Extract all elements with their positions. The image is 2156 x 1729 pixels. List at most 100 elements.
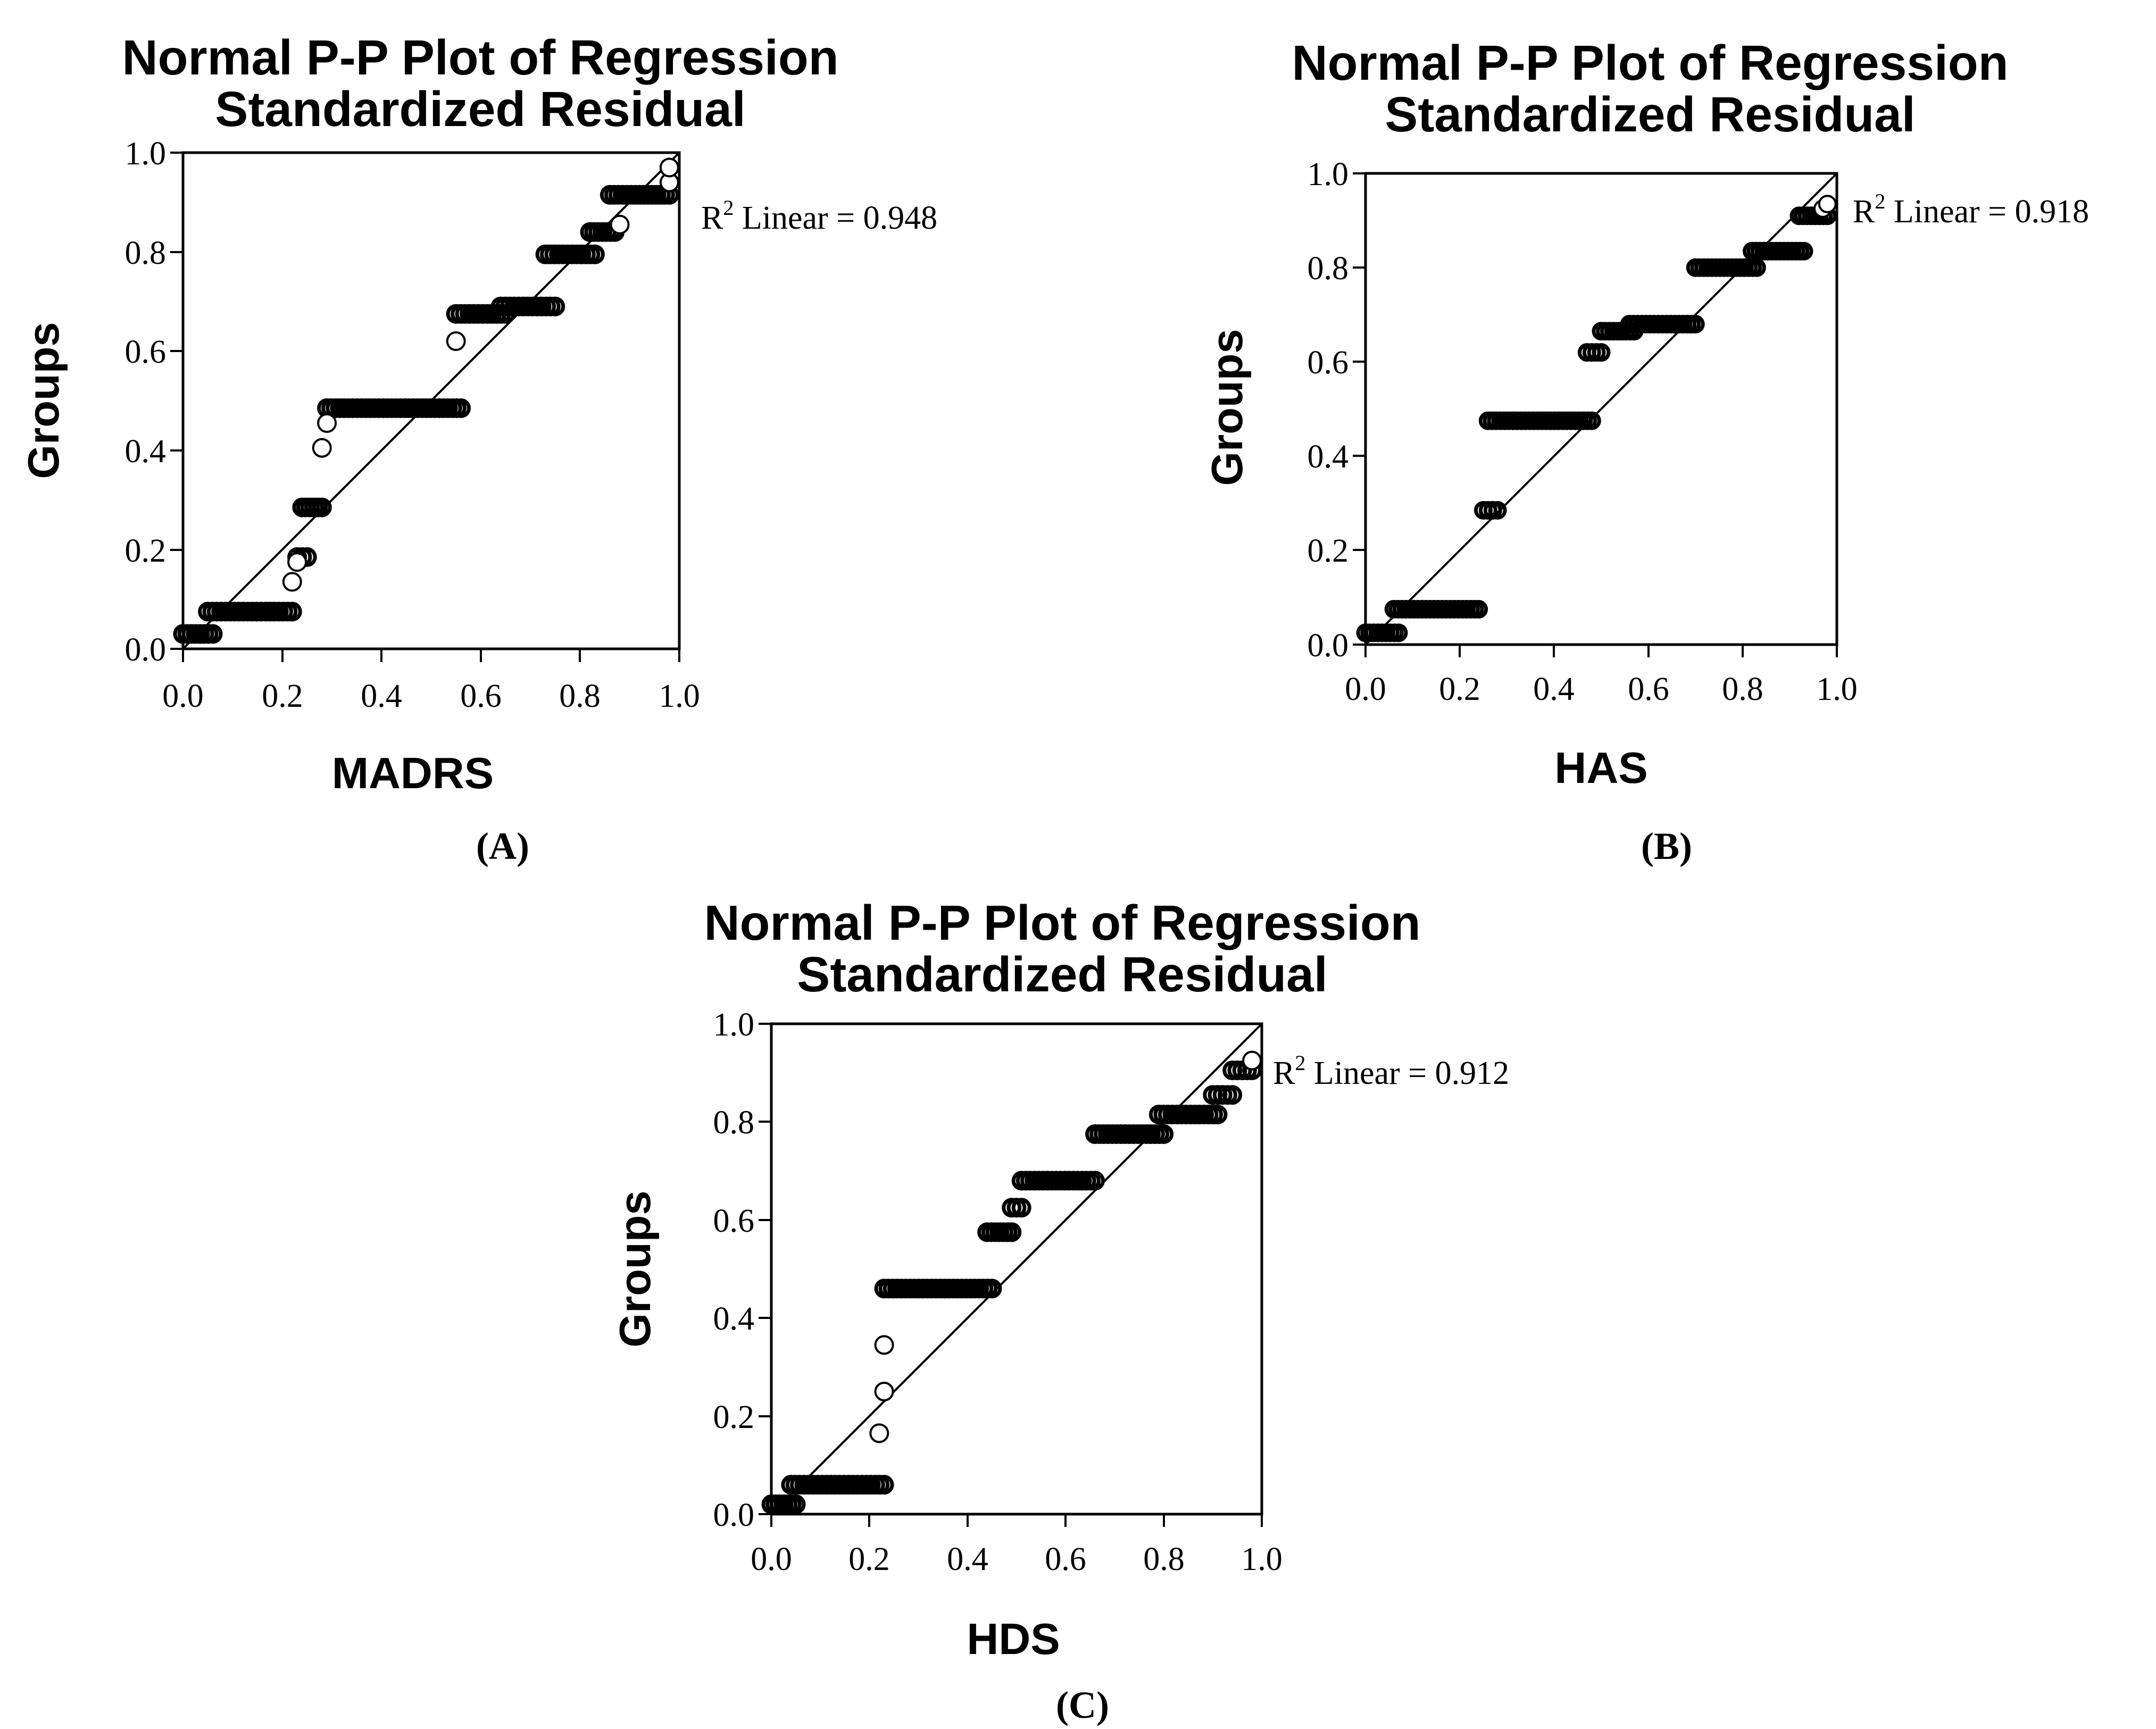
panel-c-xtick-label: 1.0: [1241, 1541, 1283, 1577]
panel-c-xtick-label: 0.4: [947, 1541, 988, 1577]
panel-b-ytick-label: 0.8: [1308, 250, 1349, 287]
panel-a-xtick-label: 0.6: [460, 678, 502, 714]
panel-c-ytick-label: 0.2: [713, 1399, 755, 1435]
panel-b-data-point: [1488, 500, 1507, 520]
panel-c-point-run: [781, 1475, 894, 1495]
panel-a-data-point: [282, 602, 302, 622]
panel-b-xtick-label: 0.8: [1722, 671, 1763, 707]
panel-b-ytick-label: 0.4: [1308, 439, 1349, 475]
panel-b-xtick-label: 0.6: [1628, 671, 1669, 707]
panel-b-point-run: [1577, 343, 1611, 362]
panel-a-data-point: [545, 296, 565, 316]
panel-c-point-run: [1085, 1124, 1174, 1144]
panel-c-ytick-label: 0.0: [713, 1497, 755, 1533]
panel-b-point-run: [1686, 258, 1766, 277]
panel-c-r2-superscript: 2: [1295, 1051, 1305, 1075]
panel-b-data-point: [1582, 411, 1601, 430]
panel-c-reference-line: [770, 1023, 1263, 1515]
panel-c-xtick-label: 0.6: [1045, 1541, 1086, 1577]
panel-b-point-run: [1384, 600, 1488, 619]
panel-c: Normal P-P Plot of Regression Standardiz…: [610, 895, 1509, 1726]
panel-a-r2-superscript: 2: [723, 196, 734, 220]
panel-c-point-run: [874, 1279, 1002, 1299]
panel-a-open-point: [312, 438, 332, 458]
panel-b-x-axis-title: HAS: [1554, 743, 1647, 792]
panel-a-open-point: [659, 157, 679, 178]
panel-c-point-run: [1011, 1171, 1105, 1191]
panel-a-r2-letter: R: [701, 200, 723, 236]
panel-b-title-line-2: Standardized Residual: [1385, 87, 1915, 142]
panel-b-ytick-label: 0.6: [1308, 345, 1349, 381]
panel-a-open-point: [610, 214, 630, 235]
panel-c-ytick-label: 0.6: [713, 1203, 755, 1239]
panel-b-ytick-label: 1.0: [1308, 156, 1349, 193]
panel-c-label: (C): [1056, 1684, 1109, 1726]
panel-c-open-point: [869, 1423, 889, 1443]
panel-c-title-line-2: Standardized Residual: [797, 947, 1327, 1002]
panel-a-xtick-label: 0.2: [262, 678, 303, 714]
panel-b-data-point: [1389, 623, 1408, 642]
panel-b-plot-frame: [1364, 172, 1838, 646]
panel-b-ytick-label: 0.2: [1308, 533, 1349, 569]
panel-a: Normal P-P Plot of Regression Standardiz…: [19, 30, 937, 867]
panel-a-open-point: [317, 413, 337, 433]
panel-a-plot-frame: [181, 151, 681, 650]
panel-a-data-point: [451, 398, 471, 418]
panel-a-point-run: [600, 185, 679, 205]
panel-b-r2-annotation: R2 Linear = 0.918: [1853, 189, 2089, 230]
panel-b-ytick-label: 0.0: [1308, 628, 1349, 664]
panel-b-title-line-1: Normal P-P Plot of Regression: [1292, 35, 2008, 90]
panel-a-open-point: [446, 331, 466, 352]
panel-a-x-axis-title: MADRS: [332, 748, 494, 798]
panel-a-open-point: [282, 572, 302, 592]
panel-c-r2-annotation: R2 Linear = 0.912: [1273, 1051, 1509, 1091]
panel-a-data-point: [585, 244, 605, 264]
panel-c-ytick-label: 0.4: [713, 1301, 755, 1337]
panel-c-point-run: [1148, 1105, 1228, 1125]
panel-b: Normal P-P Plot of Regression Standardiz…: [1202, 35, 2089, 867]
panel-a-xtick-label: 1.0: [659, 678, 700, 714]
panel-c-data-point: [1002, 1222, 1022, 1242]
panel-a-point-run: [490, 296, 565, 316]
panel-a-xtick-label: 0.0: [162, 678, 204, 714]
panel-b-data-point: [1794, 241, 1813, 261]
panel-c-open-point: [874, 1335, 894, 1355]
panel-a-r2-annotation: R2 Linear = 0.948: [701, 196, 937, 236]
panel-c-data-point: [1154, 1124, 1174, 1144]
panel-b-open-point: [1818, 195, 1837, 213]
panel-a-title-line-2: Standardized Residual: [215, 81, 745, 137]
panel-a-data-point: [203, 624, 223, 644]
panel-a-ytick-label: 0.0: [125, 632, 167, 668]
panel-b-y-axis-title: Groups: [1202, 329, 1252, 486]
panel-b-point-run: [1474, 500, 1507, 520]
panel-a-point-run: [198, 602, 302, 622]
panel-a-data-point: [312, 497, 332, 517]
panel-b-plot-area: [1356, 172, 1838, 646]
panel-a-ytick-label: 0.4: [125, 433, 167, 470]
panel-c-point-run: [1002, 1198, 1031, 1218]
panel-a-title-line-1: Normal P-P Plot of Regression: [122, 30, 838, 85]
panel-a-ytick-label: 1.0: [125, 136, 167, 172]
panel-a-ytick-label: 0.6: [125, 334, 167, 370]
panel-c-xtick-label: 0.8: [1143, 1541, 1185, 1577]
panel-c-point-run: [761, 1494, 806, 1515]
panel-c-data-point: [1222, 1085, 1243, 1105]
panel-c-data-point: [1208, 1105, 1228, 1125]
panel-b-point-run: [1356, 623, 1408, 642]
panel-b-xtick-label: 0.2: [1439, 671, 1480, 707]
panel-c-r2-letter: R: [1273, 1055, 1295, 1091]
panel-a-plot-area: [173, 152, 680, 650]
panel-c-ytick-label: 0.8: [713, 1105, 755, 1141]
panel-b-r2-superscript: 2: [1875, 189, 1885, 213]
panel-b-point-run: [1478, 411, 1601, 430]
panel-b-r2-value: Linear = 0.918: [1885, 194, 2089, 230]
panel-a-label: (A): [476, 825, 529, 867]
panel-b-xtick-label: 0.0: [1345, 671, 1386, 707]
panel-b-data-point: [1592, 343, 1611, 362]
panel-a-point-run: [173, 624, 223, 644]
panel-c-title-line-1: Normal P-P Plot of Regression: [704, 895, 1420, 950]
panel-c-data-point: [1011, 1198, 1031, 1218]
panel-a-ytick-label: 0.2: [125, 533, 167, 569]
